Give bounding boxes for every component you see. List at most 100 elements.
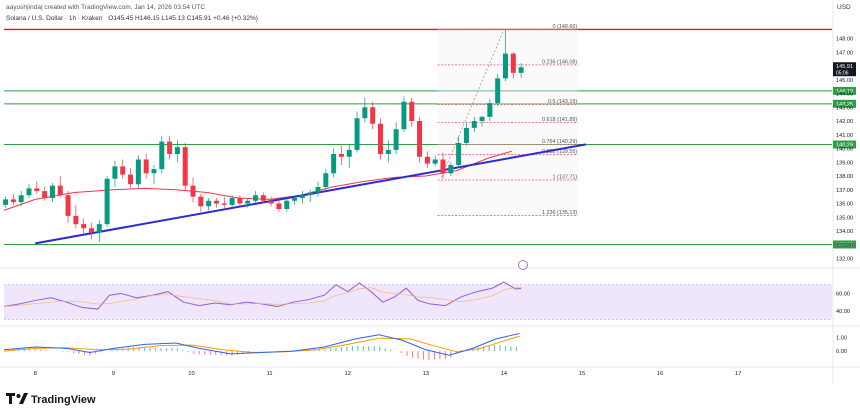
level-price-tag <box>833 140 856 149</box>
rsi-average-line <box>3 286 522 307</box>
y-tick-label: 142.00 <box>836 119 853 125</box>
symbol-line: Solana / U.S. Dollar · 1h · Kraken <box>6 15 103 22</box>
candle-body <box>221 203 227 205</box>
candle-body <box>120 166 126 175</box>
moving-average-line <box>3 150 512 211</box>
y-tick-label: 135.00 <box>836 215 853 221</box>
y-tick-label: 145.00 <box>836 78 853 84</box>
level-price-label: 144.19 <box>836 89 853 95</box>
candle-body <box>198 196 204 207</box>
candle-body <box>18 195 24 203</box>
candle-body <box>331 154 337 174</box>
tradingview-logo-slash <box>19 393 28 404</box>
candle-body <box>151 169 157 174</box>
alert-icon[interactable] <box>518 260 528 270</box>
fib-anchor-line <box>441 29 505 178</box>
fib-level-label: 0.764 (140.29) <box>542 139 577 145</box>
y-tick-label: 133.00 <box>836 243 853 249</box>
y-tick-label: 137.00 <box>836 188 853 194</box>
fib-level-label: 0.618 (141.89) <box>542 117 577 123</box>
candle-body <box>213 200 219 204</box>
horizontal-levels[interactable]: 144.19 143.25 140.29 133.02 <box>4 28 856 249</box>
candle-body <box>284 200 290 209</box>
candle-body <box>174 147 180 154</box>
y-tick-label: 147.00 <box>836 50 853 56</box>
level-price-label: 143.25 <box>836 102 853 108</box>
tradingview-logo-icon <box>6 393 15 404</box>
candle-body <box>73 215 79 225</box>
candle-body <box>34 188 40 192</box>
fib-level-label: 0.5 (143.19) <box>548 99 577 105</box>
candle-body <box>487 103 493 117</box>
candle-body <box>299 195 305 198</box>
y-tick-label: 140.00 <box>836 147 853 153</box>
level-price-tag <box>833 99 856 108</box>
candle-body <box>42 191 48 198</box>
rsi-tick-label: 60.00 <box>836 291 850 297</box>
candle-body <box>135 159 141 185</box>
fib-level-label: 0 (148.66) <box>553 24 578 30</box>
brand-name: TradingView <box>31 394 96 406</box>
y-tick-label: 134.00 <box>836 229 853 235</box>
macd-tick-label: 0.00 <box>836 349 847 355</box>
x-tick-label: 8 <box>34 371 37 377</box>
candle-body <box>417 121 423 157</box>
last-price-tag <box>833 62 856 77</box>
candle-body <box>3 199 9 205</box>
candle-body <box>65 195 71 216</box>
x-tick-label: 17 <box>735 371 741 377</box>
fib-level-label: 0.236 (146.08) <box>542 59 577 65</box>
candle-body <box>409 101 415 121</box>
candle-body <box>510 53 516 73</box>
candle-body <box>385 149 391 154</box>
macd-tick-label: 1.00 <box>836 336 847 342</box>
candle-body <box>502 53 508 79</box>
candle-body <box>57 185 63 196</box>
candle-body <box>315 187 321 193</box>
fib-level-label: 1.236 (135.13) <box>542 210 577 216</box>
candle-body <box>495 78 501 104</box>
ohlc-values: O145.45 H146.15 L145.13 C145.91 +0.46 (+… <box>108 15 258 22</box>
candle-body <box>143 159 149 174</box>
fibonacci-retracement[interactable]: 0 (148.66) 0.236 (146.08) 0.5 (143.19) 0.61… <box>437 24 579 216</box>
candle-body <box>190 185 196 197</box>
candle-body <box>253 195 259 201</box>
level-price-tag <box>833 86 856 95</box>
candle-body <box>159 141 165 170</box>
x-tick-label: 11 <box>267 371 273 377</box>
candle-body <box>440 159 446 174</box>
y-tick-label: 138.00 <box>836 174 853 180</box>
candle-body <box>479 116 485 121</box>
candle-body <box>354 118 360 150</box>
level-price-label: 140.29 <box>836 143 853 149</box>
candle-body <box>338 154 344 157</box>
x-tick-label: 9 <box>112 371 115 377</box>
x-tick-label: 15 <box>579 371 585 377</box>
y-tick-label: 139.00 <box>836 160 853 166</box>
x-tick-label: 10 <box>188 371 194 377</box>
candle-body <box>292 198 298 201</box>
x-tick-label: 13 <box>423 371 429 377</box>
candle-body <box>206 200 212 207</box>
grid <box>0 0 860 384</box>
candle-body <box>104 178 110 225</box>
svg-text:Solana / U.S. Dollar · 1h · Kr: Solana / U.S. Dollar · 1h · Kraken O145.… <box>6 15 258 22</box>
macd-signal-line <box>3 335 520 353</box>
candle-body <box>96 224 102 233</box>
level-price-label: 133.02 <box>836 242 853 248</box>
y-tick-label: 143.00 <box>836 105 853 111</box>
candle-body <box>346 149 352 157</box>
candle-body <box>463 127 469 143</box>
indicator-bands <box>4 284 832 320</box>
currency-label: USD <box>837 4 851 11</box>
y-tick-label: 136.00 <box>836 202 853 208</box>
tradingview-logo[interactable]: TradingView <box>6 393 96 406</box>
candle-body <box>471 121 477 128</box>
rsi-band <box>4 284 832 320</box>
candle-body <box>362 107 368 119</box>
indicators <box>3 260 528 360</box>
x-tick-label: 16 <box>657 371 663 377</box>
y-tick-label: 144.00 <box>836 92 853 98</box>
candle-body <box>432 159 438 164</box>
